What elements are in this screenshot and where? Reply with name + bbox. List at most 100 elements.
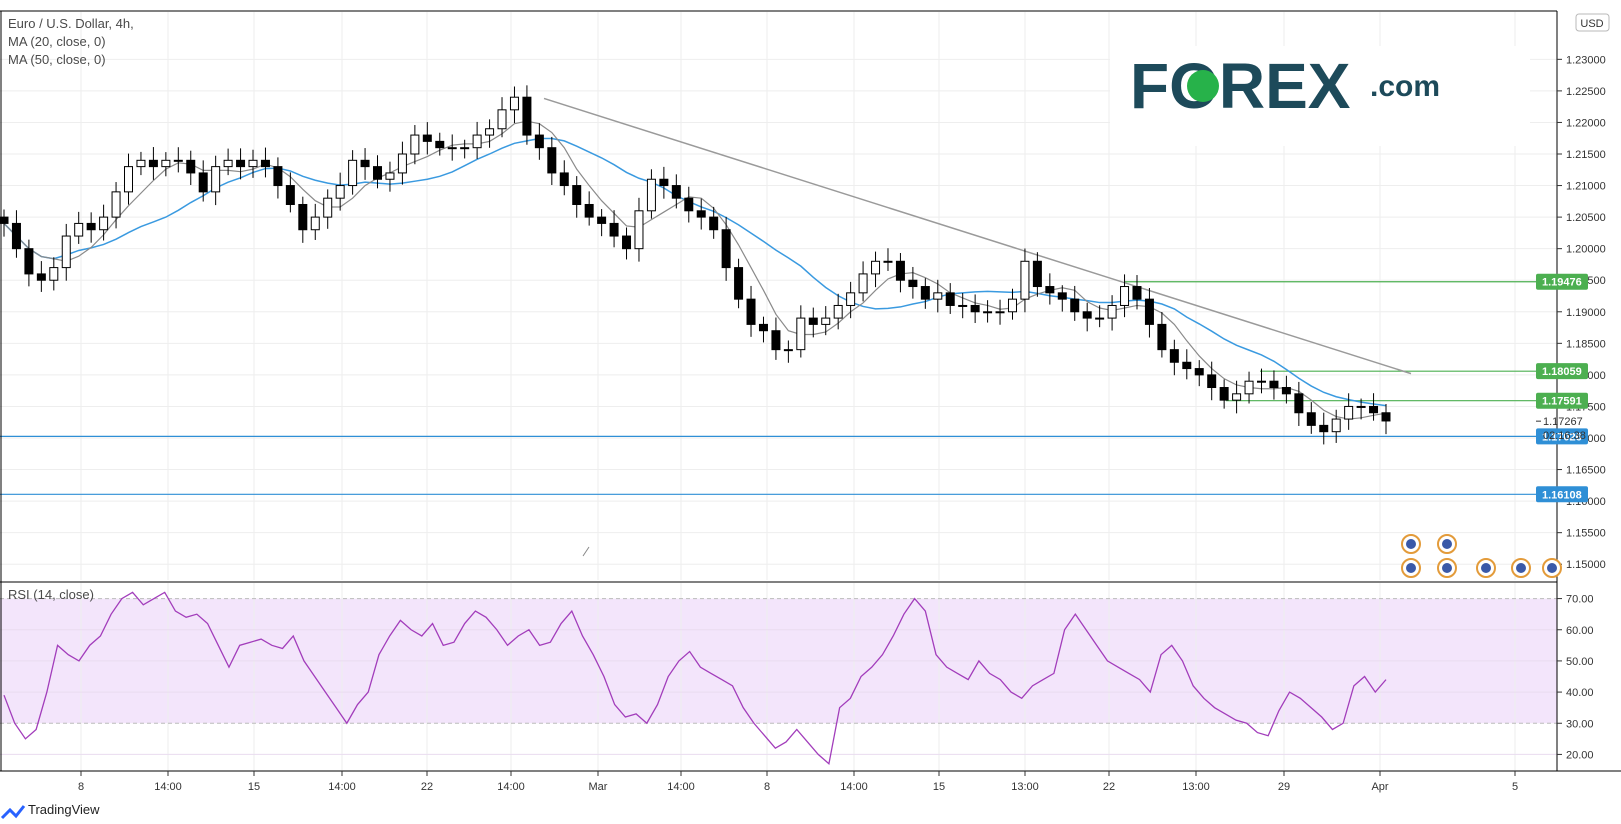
candle-down — [36, 273, 46, 281]
time-tick-label: 8 — [78, 781, 84, 793]
economic-event-icons[interactable] — [1401, 534, 1562, 578]
price-tags: 1.19476 1.18059 1.17591 1.17026 1.16108 1.172… — [1536, 273, 1588, 503]
candle-up — [248, 159, 258, 168]
candle-up — [821, 317, 831, 325]
candle-up — [1344, 405, 1354, 420]
time-tick-label: 13:00 — [1011, 781, 1039, 793]
logo-forex: FOREX — [1130, 50, 1351, 122]
candle-up — [410, 134, 420, 155]
candle-up — [161, 159, 171, 168]
candle-up — [983, 311, 993, 314]
candle-up — [173, 159, 183, 162]
symbol-legend: Euro / U.S. Dollar, 4h, — [8, 16, 134, 31]
level-tag-label: 1.17026 — [1542, 431, 1582, 443]
time-tick-label: 15 — [933, 781, 945, 793]
time-tick-label: 14:00 — [840, 781, 868, 793]
price-tick-label: 1.22500 — [1566, 86, 1606, 98]
currency-label: USD — [1580, 18, 1603, 30]
candle-up — [1007, 298, 1017, 313]
candle-down — [86, 222, 96, 231]
time-tick-label: 14:00 — [497, 781, 525, 793]
candle-up — [485, 128, 495, 136]
candle-down — [659, 178, 669, 187]
candle-up — [335, 185, 345, 199]
candle-down — [236, 159, 246, 168]
time-tick-label: 29 — [1278, 781, 1290, 793]
candle-down — [1207, 374, 1217, 389]
level-tag — [1536, 392, 1588, 409]
candle-down — [522, 96, 532, 136]
event-flag-icon — [1406, 539, 1416, 549]
candle-up — [509, 96, 519, 111]
candle-down — [285, 185, 295, 205]
candle-down — [198, 172, 208, 193]
event-flag-icon — [1442, 539, 1452, 549]
candle-up — [634, 210, 644, 250]
candle-down — [572, 185, 582, 205]
candle-down — [671, 185, 681, 199]
currency-badge[interactable]: USD — [1575, 13, 1610, 32]
price-tick-label: 1.22000 — [1566, 117, 1606, 129]
drawing-mark — [582, 546, 590, 557]
event-flag-icon — [1547, 563, 1557, 573]
candle-down — [260, 159, 270, 168]
candle-down — [622, 235, 632, 250]
price-tick-label: 1.20000 — [1566, 244, 1606, 256]
ma50-legend: MA (50, close, 0) — [8, 52, 106, 67]
candle-down — [1294, 393, 1304, 414]
candle-down — [1182, 361, 1192, 370]
candle-down — [746, 298, 756, 325]
candle-up — [1244, 380, 1254, 395]
level-tag — [1536, 273, 1588, 290]
price-tick-label: 1.18500 — [1566, 338, 1606, 350]
candle-down — [1306, 412, 1316, 426]
price-tick-label: 1.21000 — [1566, 181, 1606, 193]
candle-down — [709, 216, 719, 231]
candle-up — [385, 172, 395, 180]
price-tick-label: 1.19000 — [1566, 307, 1606, 319]
time-tick-label: 13:00 — [1182, 781, 1210, 793]
candle-down — [696, 210, 706, 218]
current-price-label: 1.17267 — [1543, 416, 1583, 428]
price-tick-label: 1.16500 — [1566, 465, 1606, 477]
candle-down — [1169, 349, 1179, 363]
rsi-tick-label: 30.00 — [1566, 718, 1594, 730]
candle-down — [721, 229, 731, 269]
candle-up — [99, 216, 109, 231]
level-tag — [1536, 486, 1588, 503]
time-tick-label: Apr — [1371, 781, 1388, 793]
candle-down — [1057, 292, 1067, 300]
candle-down — [945, 292, 955, 306]
candle-down — [908, 279, 918, 288]
candles — [0, 85, 1391, 445]
candle-up — [211, 166, 221, 193]
price-tick-label: 1.15500 — [1566, 528, 1606, 540]
candle-down — [1082, 311, 1092, 319]
candle-down — [1369, 405, 1379, 414]
forex-logo: FOREX .com — [1110, 46, 1530, 146]
rsi-axis[interactable]: 20.00 30.00 40.00 50.00 60.00 70.00 — [1557, 594, 1594, 762]
candle-up — [497, 109, 507, 130]
candle-down — [758, 323, 768, 332]
candle-up — [323, 197, 333, 218]
candle-down — [895, 260, 905, 281]
candle-up — [124, 166, 134, 193]
level-tag-label: 1.17591 — [1542, 396, 1582, 408]
tradingview-brand[interactable]: TradingView — [28, 802, 100, 817]
candle-up — [796, 317, 806, 351]
price-tick-label: 1.15000 — [1566, 559, 1606, 571]
horizontal-levels[interactable] — [0, 281, 1557, 495]
time-tick-label: 8 — [764, 781, 770, 793]
candle-down — [186, 159, 196, 174]
time-axis[interactable]: 8 14:00 15 14:00 22 14:00 Mar 14:00 8 14:00 15 13:0… — [78, 771, 1518, 793]
rsi-line — [3, 591, 1387, 766]
candle-down — [11, 222, 21, 250]
trendline[interactable] — [543, 97, 1412, 375]
candle-up — [883, 260, 893, 263]
candle-up — [397, 153, 407, 174]
candle-up — [447, 147, 457, 150]
logo-o-icon — [1187, 70, 1219, 102]
candle-down — [609, 222, 619, 237]
rsi-tick-label: 60.00 — [1566, 625, 1594, 637]
